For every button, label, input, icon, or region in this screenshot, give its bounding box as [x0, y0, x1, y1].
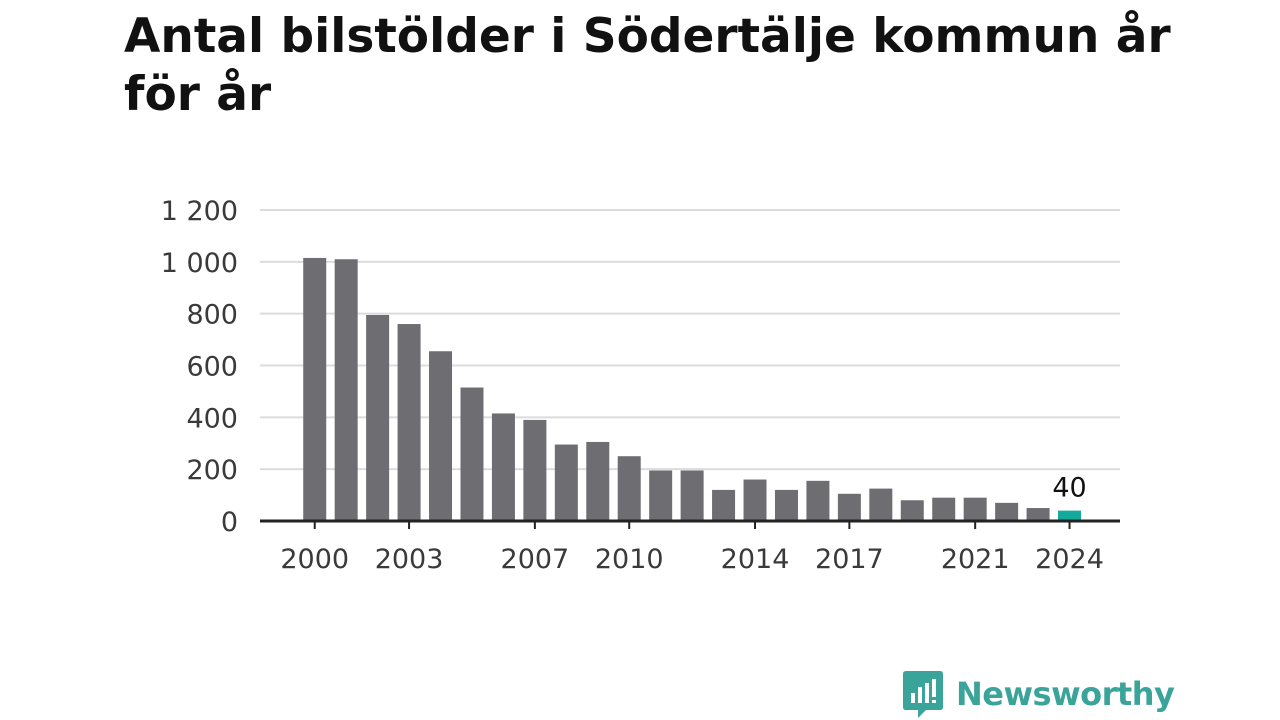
- bar-2013: [712, 489, 736, 521]
- y-tick-label: 800: [186, 300, 238, 331]
- y-axis-tick-labels: 0 200 400 600 800 1 000 1 200: [161, 196, 238, 538]
- data-labels: 40: [1052, 473, 1086, 504]
- x-tick-label: 2010: [595, 544, 664, 575]
- x-tick-label: 2021: [941, 544, 1010, 575]
- bar-2001: [334, 259, 358, 521]
- bar-2005: [460, 387, 484, 521]
- brand-logo: Newsworthy: [902, 668, 1175, 720]
- bar-2017: [837, 493, 861, 521]
- bar-2010: [617, 456, 641, 521]
- x-tick-label: 2024: [1035, 544, 1104, 575]
- bar-2015: [774, 489, 798, 521]
- bar-2009: [586, 441, 610, 521]
- bar-2011: [649, 470, 673, 521]
- bar-2024: [1058, 510, 1082, 521]
- x-tick-label: 2007: [501, 544, 570, 575]
- bar-2003: [397, 324, 421, 521]
- x-tick-label: 2000: [280, 544, 349, 575]
- y-tick-label: 1 200: [161, 196, 238, 227]
- bar-2019: [900, 500, 924, 521]
- y-tick-label: 1 000: [161, 248, 238, 279]
- chart-title: Antal bilstölder i Södertälje kommun år …: [124, 9, 1171, 122]
- chat-bar-chart-icon: [903, 671, 943, 718]
- bar-2004: [429, 351, 453, 521]
- bar-2022: [995, 502, 1019, 521]
- y-tick-label: 200: [186, 455, 238, 486]
- x-tick-label: 2014: [721, 544, 790, 575]
- x-tick-label: 2003: [375, 544, 444, 575]
- bar-2023: [1026, 508, 1050, 521]
- bar-2000: [303, 257, 327, 521]
- bar-2006: [491, 413, 515, 521]
- brand-name: Newsworthy: [956, 675, 1175, 713]
- bar-2018: [869, 488, 893, 521]
- bar-2014: [743, 479, 767, 521]
- bar-2002: [366, 314, 390, 521]
- y-tick-label: 600: [186, 352, 238, 383]
- bar-2012: [680, 470, 704, 521]
- bars: [303, 257, 1082, 521]
- data-label: 40: [1052, 473, 1086, 504]
- y-tick-label: 0: [221, 507, 238, 538]
- bar-2020: [932, 497, 956, 521]
- bar-2008: [554, 444, 578, 521]
- x-tick-label: 2017: [815, 544, 884, 575]
- bar-2016: [806, 480, 830, 521]
- bar-2007: [523, 419, 547, 521]
- y-tick-label: 400: [186, 403, 238, 434]
- bar-2021: [963, 497, 987, 521]
- x-axis-ticks: 2000 2003 2007 2010 2014 2017 2021 2024: [280, 521, 1104, 575]
